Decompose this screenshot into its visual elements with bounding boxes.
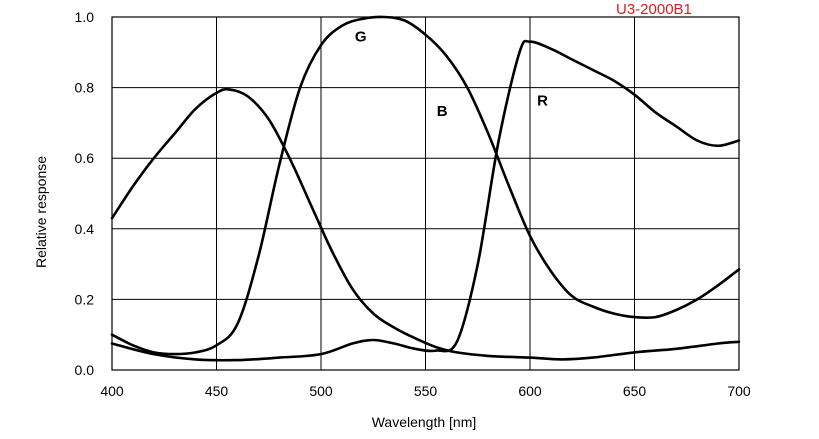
series-line-r: [110, 39, 741, 362]
y-axis-label: Relative response: [33, 156, 49, 268]
plot-frame: [111, 16, 740, 371]
y-tick-label: 0.6: [75, 150, 95, 166]
y-tick-label: 0.2: [75, 291, 95, 307]
y-tick-label: 0.0: [75, 362, 95, 378]
series-line-b: [110, 87, 741, 361]
series-labels: B G R: [355, 29, 548, 120]
x-tick-label: 550: [414, 383, 438, 399]
x-tick-label: 400: [100, 383, 124, 399]
model-label: U3-2000B1: [616, 1, 692, 18]
series-label-g: G: [355, 29, 367, 46]
y-tick-label: 1.0: [75, 9, 95, 25]
x-tick-label: 650: [623, 383, 647, 399]
series-label-b: B: [437, 103, 448, 120]
series-label-r: R: [537, 92, 548, 109]
y-tick-label: 0.4: [75, 221, 95, 237]
series-line-g: [110, 15, 741, 356]
x-tick-label: 600: [518, 383, 542, 399]
x-tick-label: 700: [727, 383, 751, 399]
x-tick-label: 450: [205, 383, 229, 399]
tick-labels: 400 450 500 550 600 650 700 0.0 0.2 0.4 0.6 0.8 1.0: [75, 9, 751, 399]
y-tick-label: 0.8: [75, 80, 95, 96]
x-axis-label: Wavelength [nm]: [372, 414, 477, 430]
curves: [110, 15, 741, 362]
x-tick-label: 500: [309, 383, 333, 399]
